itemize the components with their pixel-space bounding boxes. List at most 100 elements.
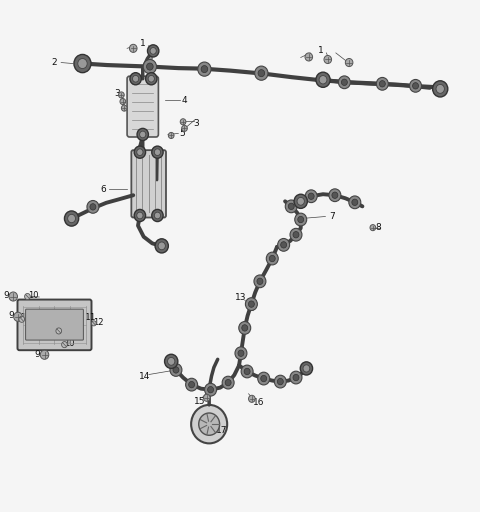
Circle shape: [277, 378, 283, 385]
Circle shape: [148, 46, 156, 54]
Circle shape: [235, 347, 247, 359]
Circle shape: [255, 66, 268, 80]
Text: 7: 7: [330, 212, 336, 221]
Circle shape: [130, 73, 141, 85]
Circle shape: [324, 55, 332, 63]
Text: 11: 11: [85, 313, 96, 322]
Circle shape: [376, 77, 388, 90]
Text: 12: 12: [94, 318, 104, 327]
Circle shape: [332, 192, 338, 199]
Circle shape: [257, 278, 263, 285]
Circle shape: [152, 146, 163, 158]
Circle shape: [305, 53, 312, 61]
Circle shape: [168, 357, 175, 365]
Circle shape: [241, 365, 253, 378]
Circle shape: [61, 342, 67, 348]
Text: 10: 10: [64, 338, 74, 348]
Circle shape: [154, 212, 161, 219]
Text: 16: 16: [253, 398, 265, 408]
Circle shape: [189, 381, 194, 388]
Circle shape: [297, 198, 304, 205]
Circle shape: [207, 387, 214, 393]
Circle shape: [158, 242, 166, 250]
Text: 1: 1: [318, 46, 324, 55]
Circle shape: [225, 379, 231, 386]
Circle shape: [345, 58, 353, 67]
Circle shape: [19, 316, 24, 323]
Circle shape: [186, 378, 198, 391]
Circle shape: [74, 54, 91, 73]
Circle shape: [120, 98, 126, 104]
Circle shape: [432, 81, 448, 97]
Circle shape: [150, 48, 156, 54]
Circle shape: [180, 119, 186, 125]
Circle shape: [329, 189, 341, 202]
Circle shape: [261, 375, 267, 382]
Circle shape: [285, 200, 297, 213]
Circle shape: [154, 149, 161, 156]
Text: 5: 5: [179, 129, 185, 138]
Circle shape: [199, 413, 219, 435]
Text: 1: 1: [140, 39, 145, 48]
Circle shape: [281, 242, 287, 248]
Circle shape: [170, 364, 182, 376]
Circle shape: [254, 275, 266, 288]
Circle shape: [56, 328, 61, 334]
Circle shape: [148, 75, 155, 82]
Circle shape: [173, 367, 179, 373]
Circle shape: [40, 350, 49, 359]
Circle shape: [64, 211, 79, 226]
Text: 10: 10: [28, 291, 39, 300]
Circle shape: [293, 374, 299, 381]
Circle shape: [9, 292, 17, 301]
FancyBboxPatch shape: [17, 300, 92, 350]
Circle shape: [137, 212, 143, 219]
Circle shape: [295, 213, 307, 226]
Circle shape: [248, 301, 254, 307]
Circle shape: [319, 76, 327, 84]
Circle shape: [24, 293, 30, 300]
Circle shape: [132, 75, 139, 82]
Text: 9: 9: [4, 291, 10, 300]
Text: 9: 9: [9, 311, 14, 321]
Circle shape: [152, 209, 163, 222]
Circle shape: [119, 92, 124, 98]
Circle shape: [145, 73, 157, 85]
Circle shape: [201, 66, 208, 73]
Circle shape: [137, 129, 148, 140]
Circle shape: [204, 383, 216, 396]
Circle shape: [316, 72, 330, 88]
Circle shape: [198, 62, 211, 76]
Circle shape: [191, 405, 227, 443]
Circle shape: [300, 362, 312, 375]
Circle shape: [14, 312, 22, 322]
Circle shape: [222, 376, 234, 389]
Circle shape: [269, 255, 275, 262]
Circle shape: [290, 228, 302, 241]
Circle shape: [370, 225, 376, 231]
Circle shape: [204, 394, 210, 401]
Circle shape: [181, 125, 187, 132]
Circle shape: [412, 82, 419, 89]
Circle shape: [90, 204, 96, 210]
FancyBboxPatch shape: [127, 76, 158, 137]
Circle shape: [305, 190, 317, 203]
Text: 17: 17: [216, 426, 228, 435]
Circle shape: [168, 133, 174, 139]
Circle shape: [379, 80, 385, 87]
Circle shape: [134, 209, 145, 222]
Circle shape: [137, 149, 143, 156]
Circle shape: [275, 375, 286, 388]
Circle shape: [258, 372, 270, 385]
Circle shape: [352, 199, 358, 205]
Circle shape: [92, 321, 96, 326]
Circle shape: [130, 45, 137, 52]
Circle shape: [242, 325, 248, 331]
Text: 6: 6: [100, 185, 106, 194]
Circle shape: [308, 193, 314, 200]
Circle shape: [147, 45, 159, 57]
Text: 13: 13: [235, 293, 247, 302]
Circle shape: [277, 239, 289, 251]
Circle shape: [338, 76, 350, 89]
Circle shape: [303, 365, 310, 372]
